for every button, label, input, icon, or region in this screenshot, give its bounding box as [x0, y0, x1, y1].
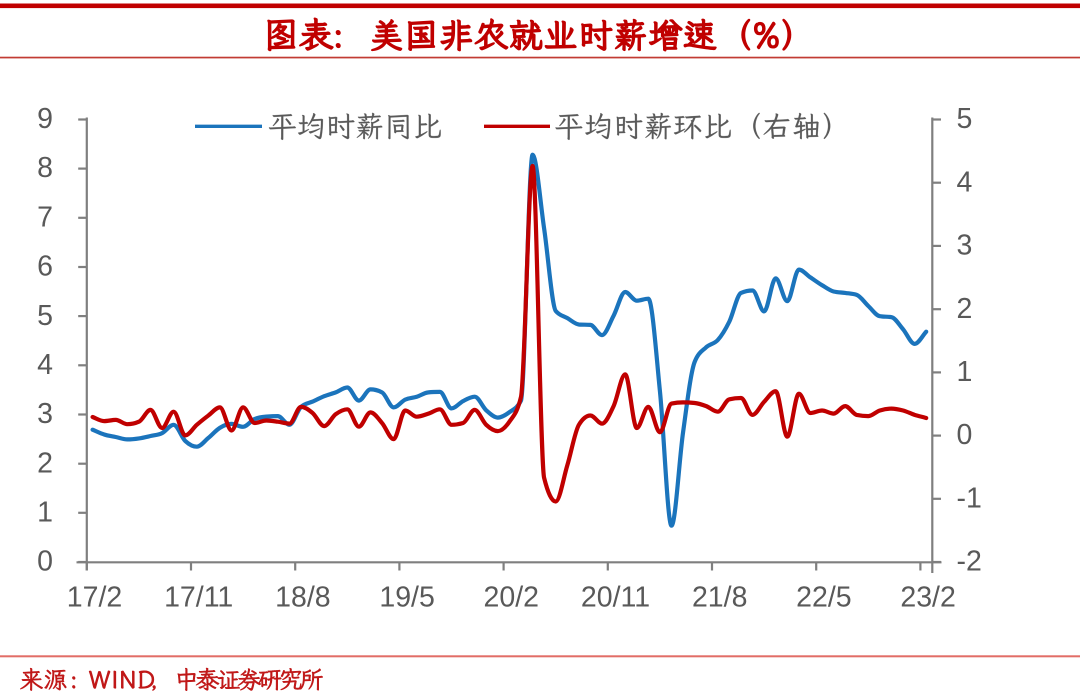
svg-text:2: 2: [957, 293, 973, 325]
svg-text:8: 8: [37, 152, 53, 184]
svg-text:5: 5: [957, 103, 973, 135]
svg-text:5: 5: [37, 300, 53, 332]
svg-text:6: 6: [37, 251, 53, 283]
svg-text:-1: -1: [957, 482, 982, 514]
svg-text:2: 2: [37, 447, 53, 479]
svg-text:21/8: 21/8: [692, 582, 747, 614]
svg-text:1: 1: [37, 496, 53, 528]
svg-text:20/2: 20/2: [484, 582, 539, 614]
svg-text:9: 9: [37, 103, 53, 135]
svg-text:4: 4: [37, 349, 53, 381]
svg-text:17/2: 17/2: [67, 582, 122, 614]
svg-text:3: 3: [37, 398, 53, 430]
svg-text:1: 1: [957, 356, 973, 388]
svg-text:19/5: 19/5: [379, 582, 434, 614]
svg-text:22/5: 22/5: [796, 582, 851, 614]
svg-text:18/8: 18/8: [275, 582, 330, 614]
svg-text:0: 0: [957, 419, 973, 451]
svg-text:3: 3: [957, 230, 973, 262]
svg-text:4: 4: [957, 166, 973, 198]
svg-text:17/11: 17/11: [164, 582, 233, 614]
svg-text:23/2: 23/2: [900, 582, 955, 614]
svg-text:20/11: 20/11: [581, 582, 650, 614]
svg-text:-2: -2: [957, 546, 982, 578]
svg-text:7: 7: [37, 201, 53, 233]
svg-text:0: 0: [37, 546, 53, 578]
